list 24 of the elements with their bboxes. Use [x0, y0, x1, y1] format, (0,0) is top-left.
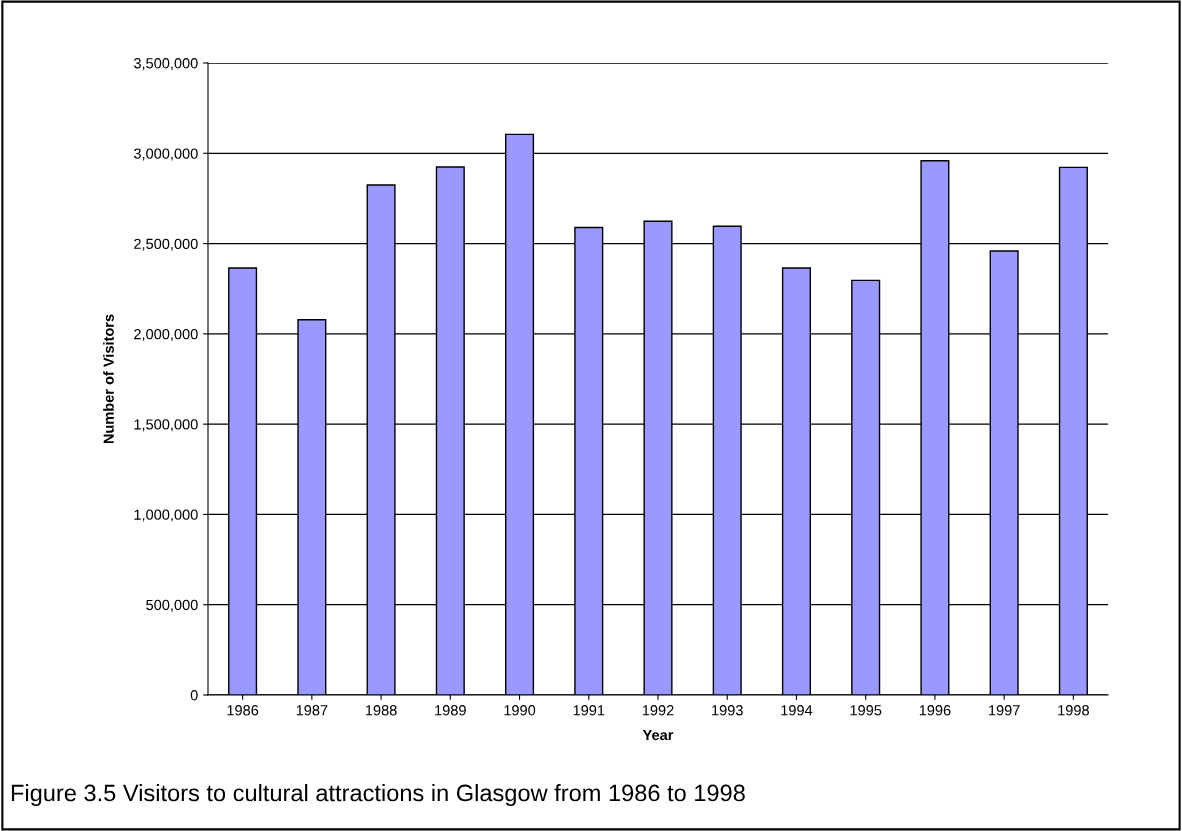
y-tick-label: 3,500,000 — [133, 58, 198, 71]
y-tick-label: 1,500,000 — [134, 419, 198, 432]
y-tick-label: 2,000,000 — [134, 328, 198, 342]
x-tick-label: 1986 — [227, 705, 259, 716]
x-tick-label: 1992 — [642, 705, 674, 716]
x-tick-label: 1989 — [435, 705, 466, 716]
x-tick-label: 1993 — [712, 705, 743, 716]
x-tick-label: 1997 — [989, 705, 1020, 716]
y-tick-label: 2,500,000 — [134, 238, 198, 251]
x-tick-label: 1995 — [850, 705, 882, 716]
x-tick-label: 1987 — [296, 705, 328, 716]
x-tick-label: 1991 — [573, 705, 605, 716]
x-tick-label: 1996 — [919, 705, 951, 716]
x-tick-label: 1988 — [365, 705, 397, 716]
y-tick-label: 1,000,000 — [134, 509, 198, 522]
y-tick-label: 3,000,000 — [133, 148, 198, 161]
x-tick-label: 1998 — [1058, 705, 1089, 716]
y-tick-label: 0 — [190, 690, 198, 701]
x-tick-label: 1994 — [781, 705, 813, 716]
x-tick-label: 1990 — [504, 705, 536, 716]
x-axis-title: Year — [642, 729, 674, 741]
y-tick-label: 500,000 — [146, 599, 198, 612]
y-axis-title: Number of Visitors — [103, 314, 114, 444]
caption: Figure 3.5 Visitors to cultural attractions in Glasgow from 1986 to 1998 — [11, 783, 745, 807]
